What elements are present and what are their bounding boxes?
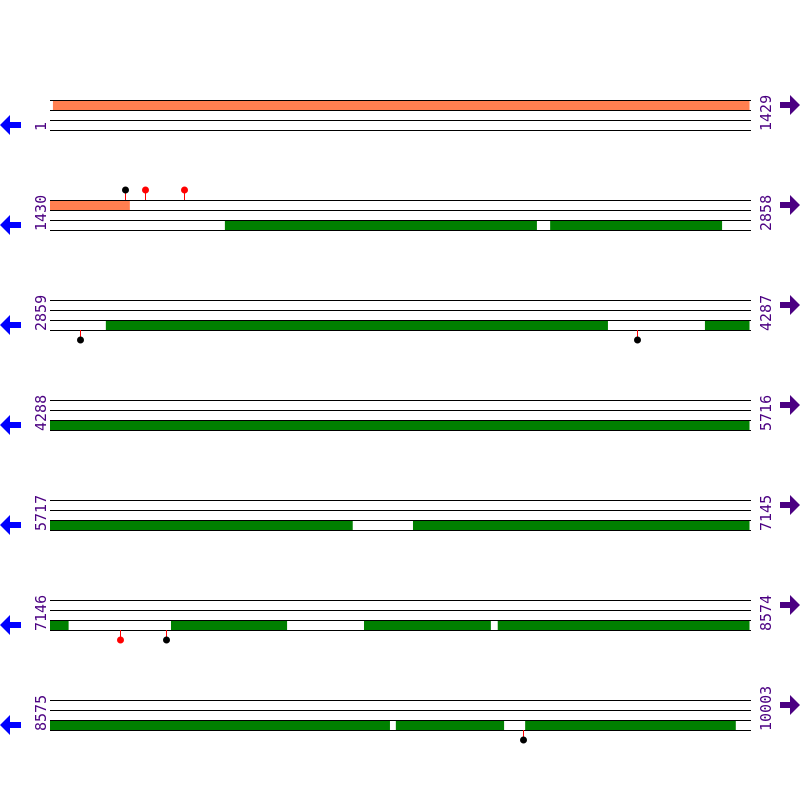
bottom-feature[interactable] [105, 320, 608, 330]
left-arrow-icon[interactable] [0, 715, 21, 735]
bottom-feature[interactable] [412, 520, 750, 530]
bottom-feature[interactable] [363, 620, 491, 630]
bottom-feature[interactable] [224, 220, 537, 230]
row-start-label: 8575 [32, 695, 50, 731]
site-marker[interactable] [181, 186, 188, 194]
row-end-label: 8574 [757, 595, 775, 631]
bottom-feature[interactable] [50, 620, 69, 630]
bottom-feature[interactable] [525, 720, 736, 730]
bottom-feature[interactable] [50, 420, 750, 430]
right-arrow-icon[interactable] [780, 295, 800, 315]
site-marker[interactable] [77, 336, 84, 344]
row-end-label: 5716 [757, 395, 775, 431]
site-marker[interactable] [142, 186, 149, 194]
row-end-label: 1429 [757, 95, 775, 131]
left-arrow-icon[interactable] [0, 315, 21, 335]
bottom-feature[interactable] [395, 720, 505, 730]
row-start-label: 1 [32, 122, 50, 131]
row-start-label: 1430 [32, 195, 50, 231]
row-end-label: 4287 [757, 295, 775, 331]
bottom-feature[interactable] [550, 220, 723, 230]
site-marker[interactable] [117, 636, 124, 644]
site-marker[interactable] [634, 336, 641, 344]
site-marker[interactable] [163, 636, 170, 644]
row-end-label: 2858 [757, 195, 775, 231]
row-start-label: 5717 [32, 495, 50, 531]
row-end-label: 7145 [757, 495, 775, 531]
top-feature[interactable] [50, 200, 130, 210]
row-start-label: 4288 [32, 395, 50, 431]
right-arrow-icon[interactable] [780, 495, 800, 515]
site-marker[interactable] [122, 186, 129, 194]
row-end-label: 10003 [757, 686, 775, 731]
bottom-feature[interactable] [50, 520, 353, 530]
left-arrow-icon[interactable] [0, 115, 21, 135]
right-arrow-icon[interactable] [780, 595, 800, 615]
right-arrow-icon[interactable] [780, 395, 800, 415]
right-arrow-icon[interactable] [780, 95, 800, 115]
left-arrow-icon[interactable] [0, 215, 21, 235]
bottom-feature[interactable] [50, 720, 390, 730]
bottom-feature[interactable] [497, 620, 750, 630]
left-arrow-icon[interactable] [0, 415, 21, 435]
top-feature[interactable] [52, 100, 750, 110]
site-marker[interactable] [520, 736, 527, 744]
row-start-label: 2859 [32, 295, 50, 331]
right-arrow-icon[interactable] [780, 195, 800, 215]
left-arrow-icon[interactable] [0, 615, 21, 635]
bottom-feature[interactable] [170, 620, 288, 630]
row-start-label: 7146 [32, 595, 50, 631]
left-arrow-icon[interactable] [0, 515, 21, 535]
right-arrow-icon[interactable] [780, 695, 800, 715]
bottom-feature[interactable] [704, 320, 750, 330]
